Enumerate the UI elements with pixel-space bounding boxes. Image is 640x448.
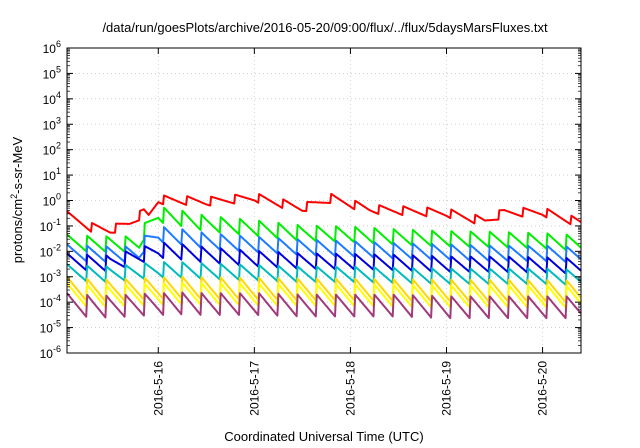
y-tick-exp: 3 [56,115,61,125]
y-axis-label-sup: 2 [9,194,19,199]
series-line-1 [66,192,582,234]
y-axis-label-post: -s-sr-MeV [10,136,25,193]
x-tick-label: 2016-5-18 [343,361,357,416]
y-tick-label: 10-2 [40,242,61,259]
series-line-5 [66,261,582,286]
y-axis-label: protons/cm2-s-sr-MeV [9,136,25,263]
x-tick-label: 2016-5-20 [536,361,550,416]
y-tick-exp: -2 [53,242,61,252]
y-tick-label: 10-1 [40,217,61,234]
y-tick-label: 10-5 [40,319,61,336]
y-tick-label: 10-3 [40,268,61,285]
series-line-8 [66,291,582,320]
y-tick-base: 10 [43,93,57,107]
y-tick-label: 106 [43,39,61,56]
y-tick-exp: 6 [56,39,61,49]
y-tick-base: 10 [40,322,54,336]
y-tick-base: 10 [43,144,57,158]
y-tick-exp: -6 [53,344,61,354]
y-tick-label: 10-4 [40,293,61,310]
x-tick-label: 2016-5-17 [247,361,261,416]
y-axis-label-pre: protons/cm [10,199,25,263]
y-tick-base: 10 [43,169,57,183]
y-tick-base: 10 [43,118,57,132]
y-tick-label: 101 [43,166,61,183]
y-tick-label: 100 [43,192,61,209]
y-tick-label: 102 [43,141,61,158]
y-tick-base: 10 [40,245,54,259]
y-tick-base: 10 [43,195,57,209]
y-tick-exp: 4 [56,90,61,100]
y-tick-label: 103 [43,115,61,132]
y-tick-exp: 0 [56,192,61,202]
y-tick-exp: -4 [53,293,61,303]
series-line-6 [66,275,582,304]
y-tick-exp: -3 [53,268,61,278]
series-line-7 [66,281,582,309]
series-line-3 [66,226,582,263]
y-tick-exp: -1 [53,217,61,227]
y-tick-exp: -5 [53,319,61,329]
y-tick-base: 10 [40,271,54,285]
x-tick-label: 2016-5-16 [151,361,165,416]
x-tick-label: 2016-5-19 [439,361,453,416]
y-tick-base: 10 [43,67,57,81]
series-line-2 [66,206,582,253]
series-line-4 [66,241,582,275]
chart-title: /data/run/goesPlots/archive/2016-05-20/0… [102,20,548,35]
y-tick-base: 10 [40,347,54,361]
x-axis-label: Coordinated Universal Time (UTC) [224,429,423,444]
y-tick-base: 10 [43,42,57,56]
series-group [66,192,582,320]
y-tick-exp: 1 [56,166,61,176]
y-tick-label: 104 [43,90,61,107]
y-tick-label: 10-6 [40,344,61,361]
x-axis: 2016-5-16 2016-5-17 2016-5-18 2016-5-19 2016… [151,48,550,416]
y-axis: 10-610-510-410-310-210-11001011021031041… [40,39,581,361]
y-tick-exp: 2 [56,141,61,151]
y-tick-label: 105 [43,64,61,81]
y-tick-base: 10 [40,220,54,234]
y-tick-base: 10 [40,296,54,310]
y-tick-exp: 5 [56,64,61,74]
